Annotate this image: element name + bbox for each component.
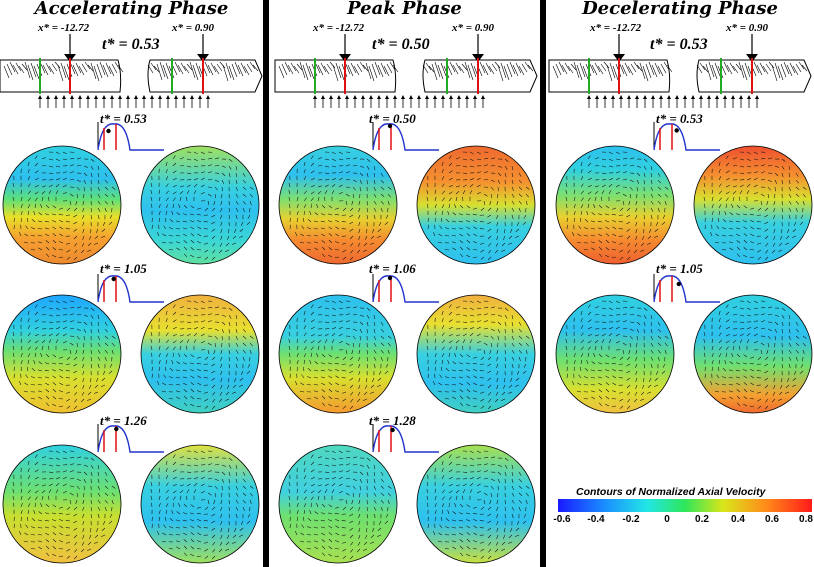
cross-section-contour [2, 444, 122, 564]
row-time-label: t* = 1.05 [100, 261, 147, 276]
phase-title: Accelerating Phase [34, 0, 229, 19]
x-left-label: x* = -12.72 [313, 22, 365, 34]
x-right-label: x* = 0.90 [452, 22, 495, 34]
cross-section-contour [140, 444, 260, 564]
x-left-label: x* = -12.72 [38, 22, 90, 34]
time-label: t* = 0.50 [372, 36, 430, 53]
phase-title: Decelerating Phase [582, 0, 778, 19]
cross-section-contour [555, 145, 675, 265]
x-right-label: x* = 0.90 [726, 22, 769, 34]
accelerating-phase-panel: Accelerating Phase x* = -12.72 x* = 0.90… [0, 0, 263, 567]
decelerating-phase-panel: Decelerating Phase x* = -12.72 x* = 0.90… [546, 0, 814, 567]
row-time-label: t* = 0.50 [369, 111, 416, 126]
pulse-waveform-icon [97, 274, 164, 303]
pulse-waveform-icon [653, 122, 720, 151]
legend-tick: 0.4 [731, 514, 745, 525]
legend-title: Contours of Normalized Axial Velocity [576, 486, 766, 498]
cross-section-contour [416, 145, 536, 265]
pulse-waveform-icon [97, 424, 164, 453]
row-time-label: t* = 1.26 [100, 413, 147, 428]
panel-divider-right [540, 0, 546, 567]
time-label: t* = 0.53 [102, 36, 160, 53]
panel-divider-left [263, 0, 269, 567]
row-time-label: t* = 1.28 [369, 413, 416, 428]
cross-section-contour [555, 294, 675, 414]
pulse-waveform-icon [372, 424, 439, 453]
pulse-waveform-icon [372, 274, 439, 303]
row-time-label: t* = 0.53 [100, 111, 147, 126]
cross-section-contour [416, 294, 536, 414]
legend-ticks: -0.6 -0.4 -0.2 0 0.2 0.4 0.6 0.8 [553, 514, 813, 528]
cross-section-contour [278, 444, 398, 564]
x-left-label: x* = -12.72 [590, 22, 642, 34]
pulse-waveform-icon [372, 122, 439, 151]
legend-tick: -0.2 [622, 514, 640, 525]
legend-tick: 0.2 [695, 514, 709, 525]
legend-tick: 0.6 [765, 514, 779, 525]
time-label: t* = 0.53 [650, 36, 708, 53]
pulse-waveform-icon [653, 274, 720, 303]
cross-section-contour [693, 145, 813, 265]
cross-section-contour [140, 145, 260, 265]
cross-section-contour [416, 444, 536, 564]
phase-title: Peak Phase [347, 0, 462, 19]
cross-section-contour [278, 294, 398, 414]
row-time-label: t* = 0.53 [656, 111, 703, 126]
legend-tick: 0.8 [799, 514, 813, 525]
x-right-label: x* = 0.90 [172, 22, 215, 34]
peak-phase-panel: Peak Phase x* = -12.72 x* = 0.90 t* = 0.… [269, 0, 540, 567]
cross-section-contour [2, 145, 122, 265]
legend-tick: -0.4 [587, 514, 605, 525]
vessel-streamline-plot [274, 34, 538, 108]
cross-section-contour [278, 145, 398, 265]
cross-section-contour [693, 294, 813, 414]
row-time-label: t* = 1.05 [656, 261, 703, 276]
cross-section-contour [2, 294, 122, 414]
vessel-streamline-plot [0, 34, 263, 108]
legend-tick: -0.6 [553, 514, 571, 525]
row-time-label: t* = 1.06 [369, 261, 416, 276]
legend-colorbar [558, 499, 812, 512]
legend-tick: 0 [664, 514, 670, 525]
cross-section-contour [140, 294, 260, 414]
pulse-waveform-icon [97, 122, 164, 151]
vessel-streamline-plot [548, 34, 812, 108]
